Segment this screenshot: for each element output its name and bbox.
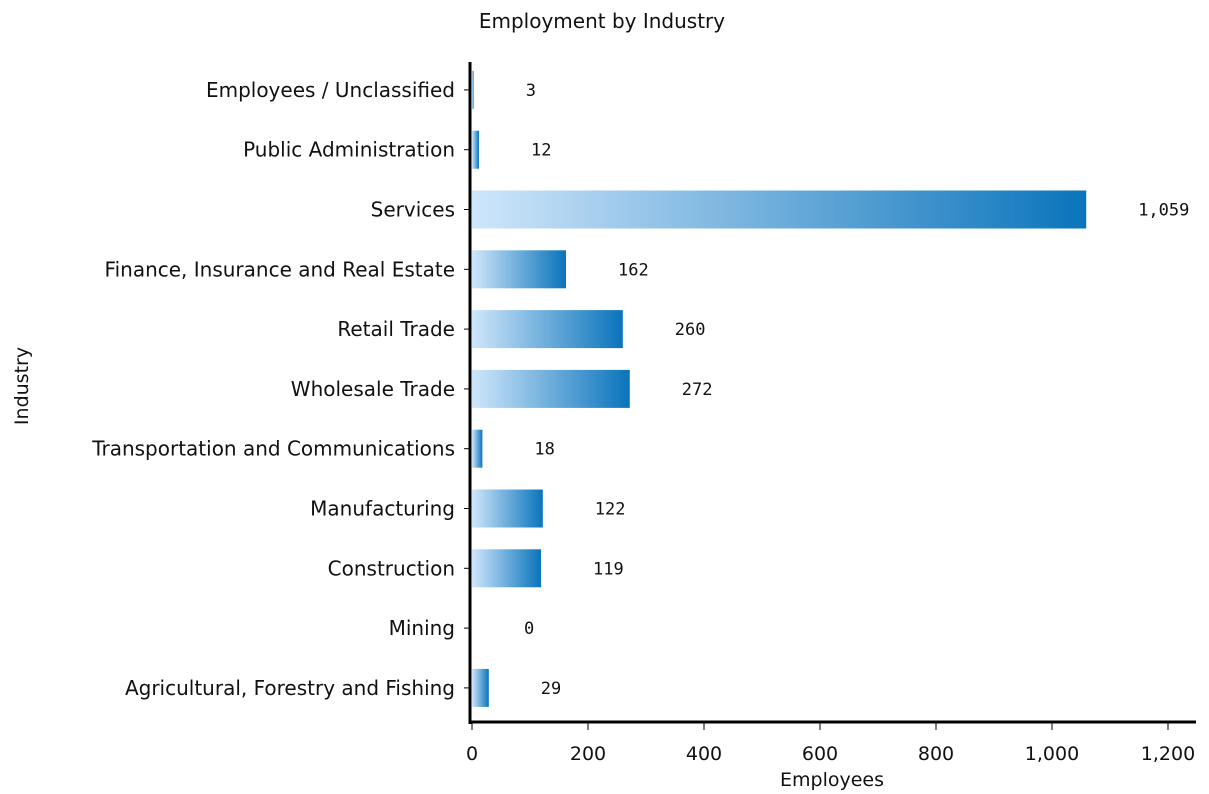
category-labels: Employees / Unclassified Public Administr… [91, 78, 470, 700]
category-label: Public Administration [243, 138, 455, 162]
bar-2 [472, 130, 479, 169]
value-labels: 3 12 1,059 162 260 272 18 122 119 0 29 [524, 81, 1189, 699]
bar-3 [472, 190, 1087, 229]
x-tick-label: 1,200 [1141, 743, 1195, 765]
bar-9 [472, 549, 541, 588]
bar-4 [472, 250, 566, 289]
category-label: Employees / Unclassified [206, 78, 455, 102]
x-tick-label: 1,000 [1025, 743, 1079, 765]
x-tick-label: 600 [802, 743, 838, 765]
category-label: Transportation and Communications [91, 437, 455, 461]
x-tick-label: 200 [570, 743, 606, 765]
value-label: 122 [595, 500, 626, 520]
category-label: Mining [389, 616, 455, 640]
value-label: 29 [541, 679, 561, 699]
category-label: Manufacturing [310, 497, 455, 521]
category-label: Finance, Insurance and Real Estate [105, 257, 455, 281]
bar-1 [472, 70, 474, 109]
category-label: Services [371, 198, 455, 222]
category-label: Wholesale Trade [291, 377, 455, 401]
x-tick-label: 800 [918, 743, 954, 765]
x-tick-label: 400 [686, 743, 722, 765]
bar-6 [472, 369, 630, 408]
value-label: 3 [526, 81, 536, 101]
value-label: 162 [618, 260, 649, 280]
category-label: Agricultural, Forestry and Fishing [125, 676, 455, 700]
value-label: 260 [675, 320, 706, 340]
bar-8 [472, 489, 543, 528]
x-tick-label: 0 [466, 743, 478, 765]
x-axis-title: Employees [780, 769, 884, 791]
value-label: 272 [682, 380, 713, 400]
bars-layer [472, 70, 1087, 707]
bar-11 [472, 668, 489, 707]
y-axis-title: Industry [11, 347, 33, 425]
bar-5 [472, 310, 623, 349]
value-label: 119 [593, 559, 624, 579]
bar-7 [472, 429, 483, 468]
value-label: 1,059 [1138, 201, 1189, 221]
x-axis-ticks: 0 200 400 600 800 1,000 1,200 [466, 722, 1195, 765]
value-label: 12 [531, 141, 551, 161]
chart-title: Employment by Industry [479, 9, 725, 33]
category-label: Construction [328, 556, 455, 580]
value-label: 0 [524, 619, 534, 639]
value-label: 18 [534, 440, 554, 460]
category-label: Retail Trade [337, 317, 455, 341]
